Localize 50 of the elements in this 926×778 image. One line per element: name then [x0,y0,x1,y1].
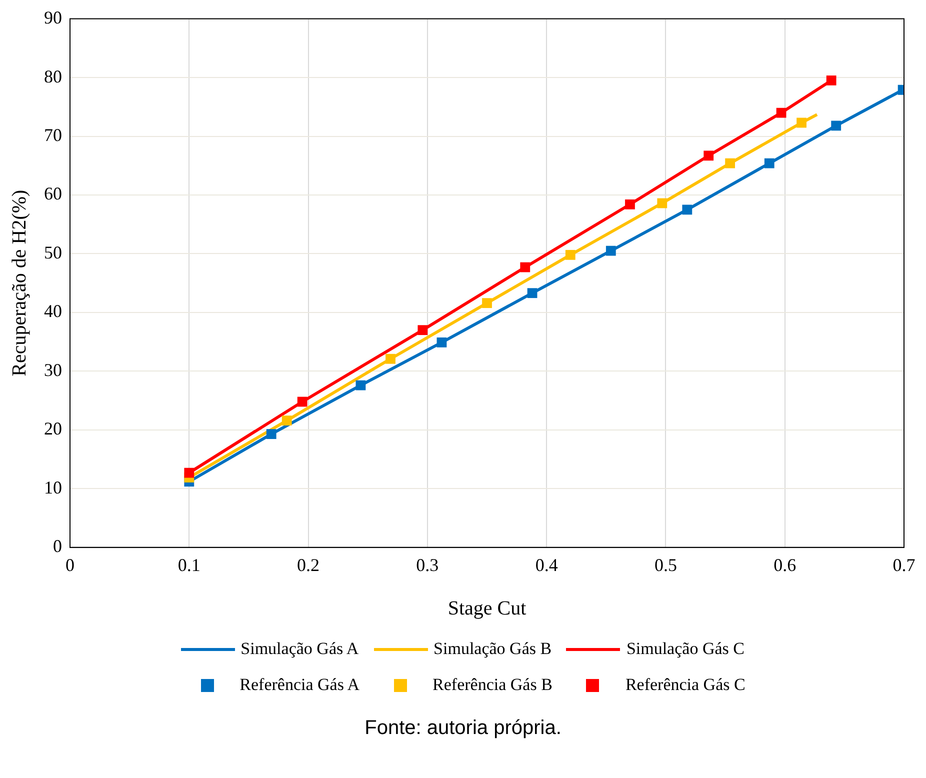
point [682,204,692,215]
source-note: Fonte: autoria própria. [364,717,562,740]
x-tick-label: 0.2 [297,554,320,575]
y-tick-label: 20 [44,418,62,439]
y-tick-label: 40 [44,301,62,322]
y-tick-label: 90 [44,8,62,28]
x-tick-label: 0.5 [654,554,677,575]
point [356,380,366,390]
point [796,118,806,128]
y-tick-label: 80 [44,66,62,86]
point [776,108,786,118]
legend-label: Referência Gás B [432,675,552,695]
x-axis-title: Stage Cut [448,597,527,620]
point [436,337,447,348]
x-tick-label: 0.7 [892,554,916,575]
x-tick-label: 0.1 [178,554,200,575]
point [418,325,428,336]
x-tick-label: 0.4 [535,554,558,575]
y-axis-title: Recuperação de H2(%) [8,190,30,376]
point [625,199,635,210]
x-tick-label: 0.3 [416,554,439,575]
point [184,468,194,478]
point [266,429,276,439]
x-tick-label: 0 [66,554,74,575]
point [606,246,616,256]
point [565,250,576,260]
y-tick-label: 70 [44,125,62,145]
point [657,198,668,208]
y-tick-label: 50 [44,242,62,262]
legend-label: Simulação Gás A [240,639,359,659]
point [282,416,292,426]
legend-label: Simulação Gás C [626,639,744,659]
point [831,120,842,131]
y-tick-label: 0 [53,536,62,556]
legend-label: Referência Gás A [240,675,360,695]
legend-label: Simulação Gás B [434,639,552,659]
y-tick-label: 30 [44,360,62,380]
point [826,76,836,86]
point [704,150,714,161]
legend-label: Referência Gás C [625,675,746,695]
point [297,396,308,407]
point [520,262,530,272]
point [482,298,492,308]
point [725,158,735,168]
y-tick-label: 60 [44,184,62,204]
point [527,288,538,298]
point [386,354,396,364]
y-tick-label: 10 [44,477,62,498]
x-tick-label: 0.6 [774,554,796,575]
point [764,158,774,168]
